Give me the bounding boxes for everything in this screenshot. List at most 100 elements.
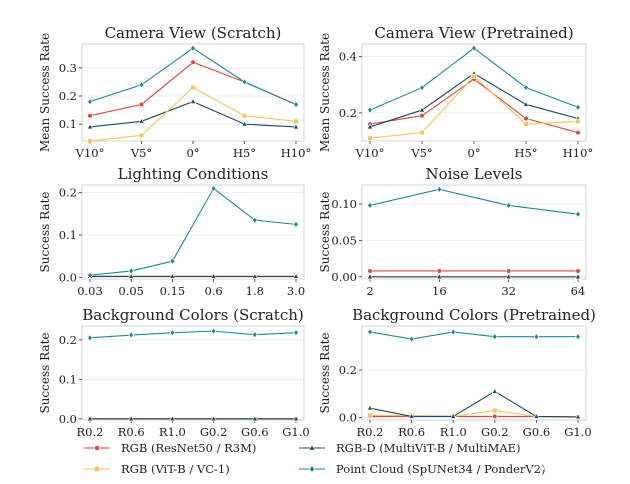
- data-point: [128, 331, 135, 339]
- y-tick-label: 0.2: [59, 186, 77, 200]
- legend-item-pc: Point Cloud (SpUNet34 / PonderV2): [299, 462, 545, 476]
- series-line: [369, 188, 579, 215]
- x-tick-label: 64: [571, 284, 586, 298]
- x-tick-label: 0°: [186, 146, 199, 160]
- x-tick-label: 0.05: [118, 284, 144, 298]
- legend-marker: [94, 445, 100, 451]
- x-tick-label: R1.0: [159, 425, 186, 439]
- x-tick-label: R0.6: [118, 425, 145, 439]
- data-point: [419, 113, 425, 119]
- data-point: [574, 273, 582, 280]
- data-point: [367, 135, 373, 141]
- series-line: [369, 78, 579, 134]
- data-point: [169, 329, 176, 337]
- series-pc: [87, 327, 299, 342]
- y-tick-label: 0.0: [339, 411, 357, 425]
- data-point: [575, 333, 581, 341]
- x-tick-label: G1.0: [564, 425, 591, 439]
- x-tick-label: H10°: [563, 146, 593, 160]
- data-point: [522, 100, 530, 107]
- data-point: [366, 404, 374, 411]
- y-axis-label: Success Rate: [318, 332, 332, 413]
- plot-frame: [81, 325, 305, 421]
- data-point: [471, 44, 477, 52]
- legend-marker: [308, 465, 316, 473]
- legend-marker: [94, 466, 100, 472]
- x-tick-label: R0.6: [398, 425, 425, 439]
- data-point: [436, 273, 443, 280]
- data-point: [128, 272, 135, 279]
- chart-title: Noise Levels: [426, 165, 523, 183]
- data-point: [190, 44, 196, 52]
- data-point: [86, 415, 94, 422]
- series-rgb_vc1: [367, 73, 581, 141]
- chart-panel-5: Background Colors (Scratch) Success Rate 0…: [38, 306, 310, 439]
- data-point: [575, 210, 581, 218]
- y-tick-label: 0.2: [339, 106, 357, 120]
- data-point: [292, 415, 300, 422]
- data-point: [169, 272, 176, 279]
- data-point: [366, 273, 374, 280]
- x-tick-label: H5°: [514, 146, 537, 160]
- x-tick-label: H10°: [281, 146, 311, 160]
- data-point: [492, 413, 498, 420]
- data-point: [450, 328, 457, 336]
- data-point: [293, 118, 299, 124]
- data-point: [367, 201, 373, 209]
- chart-title: Camera View (Scratch): [105, 24, 282, 42]
- y-axis-label: Mean Success Rate: [318, 33, 332, 152]
- series-rgbd: [86, 98, 300, 130]
- x-tick-label: 0°: [467, 146, 480, 160]
- plot-frame: [361, 184, 587, 280]
- data-point: [366, 123, 374, 130]
- series-line: [369, 75, 579, 139]
- chart-panel-6: Background Colors (Pretrained) Success Ra…: [318, 306, 596, 439]
- series-rgb_r3m: [367, 268, 581, 274]
- series-line: [89, 86, 297, 142]
- chart-panel-2: Camera View (Pretrained) Mean Success Rat…: [318, 24, 593, 160]
- series-pc: [87, 184, 299, 279]
- chart-title: Background Colors (Pretrained): [352, 306, 596, 324]
- y-tick-label: 0.1: [59, 372, 77, 386]
- x-tick-label: G1.0: [282, 425, 309, 439]
- series-line: [89, 187, 297, 276]
- series-line: [89, 101, 297, 128]
- y-tick-label: 0.3: [59, 61, 77, 75]
- y-axis-label: Success Rate: [38, 332, 52, 413]
- plot-frame: [361, 43, 587, 142]
- data-point: [533, 412, 540, 419]
- data-point: [492, 407, 498, 414]
- x-tick-label: G0.2: [200, 425, 227, 439]
- data-point: [293, 329, 299, 337]
- data-point: [533, 333, 540, 341]
- y-tick-label: 0.1: [59, 117, 77, 131]
- data-point: [505, 273, 512, 280]
- plot-frame: [81, 43, 305, 142]
- chart-panel-3: Lighting Conditions Success Rate 0.0 0.1 0.2…: [38, 165, 305, 298]
- x-tick-label: 0.15: [160, 284, 186, 298]
- x-tick-label: 1.8: [246, 284, 264, 298]
- data-point: [128, 267, 135, 275]
- chart-title: Camera View (Pretrained): [374, 24, 573, 42]
- legend-label: RGB (ViT-B / VC-1): [121, 462, 230, 476]
- data-point: [87, 271, 93, 279]
- y-tick-label: 0.4: [339, 50, 357, 64]
- data-point: [190, 59, 196, 65]
- data-point: [523, 121, 529, 127]
- y-tick-label: 0.05: [331, 233, 357, 247]
- plot-frame: [361, 325, 587, 421]
- data-point: [87, 334, 93, 342]
- legend-item-rgb_r3m: RGB (ResNet50 / R3M): [84, 441, 256, 455]
- x-tick-label: 3.0: [287, 284, 305, 298]
- x-tick-label: 16: [432, 284, 447, 298]
- series-line: [89, 330, 297, 339]
- data-point: [86, 123, 94, 130]
- data-point: [575, 129, 581, 136]
- y-tick-label: 0.2: [59, 333, 77, 347]
- data-point: [87, 138, 93, 144]
- panels: Camera View (Scratch) Mean Success Rate 0.…: [38, 24, 596, 439]
- data-point: [241, 120, 248, 127]
- y-tick-label: 0.0: [59, 270, 77, 284]
